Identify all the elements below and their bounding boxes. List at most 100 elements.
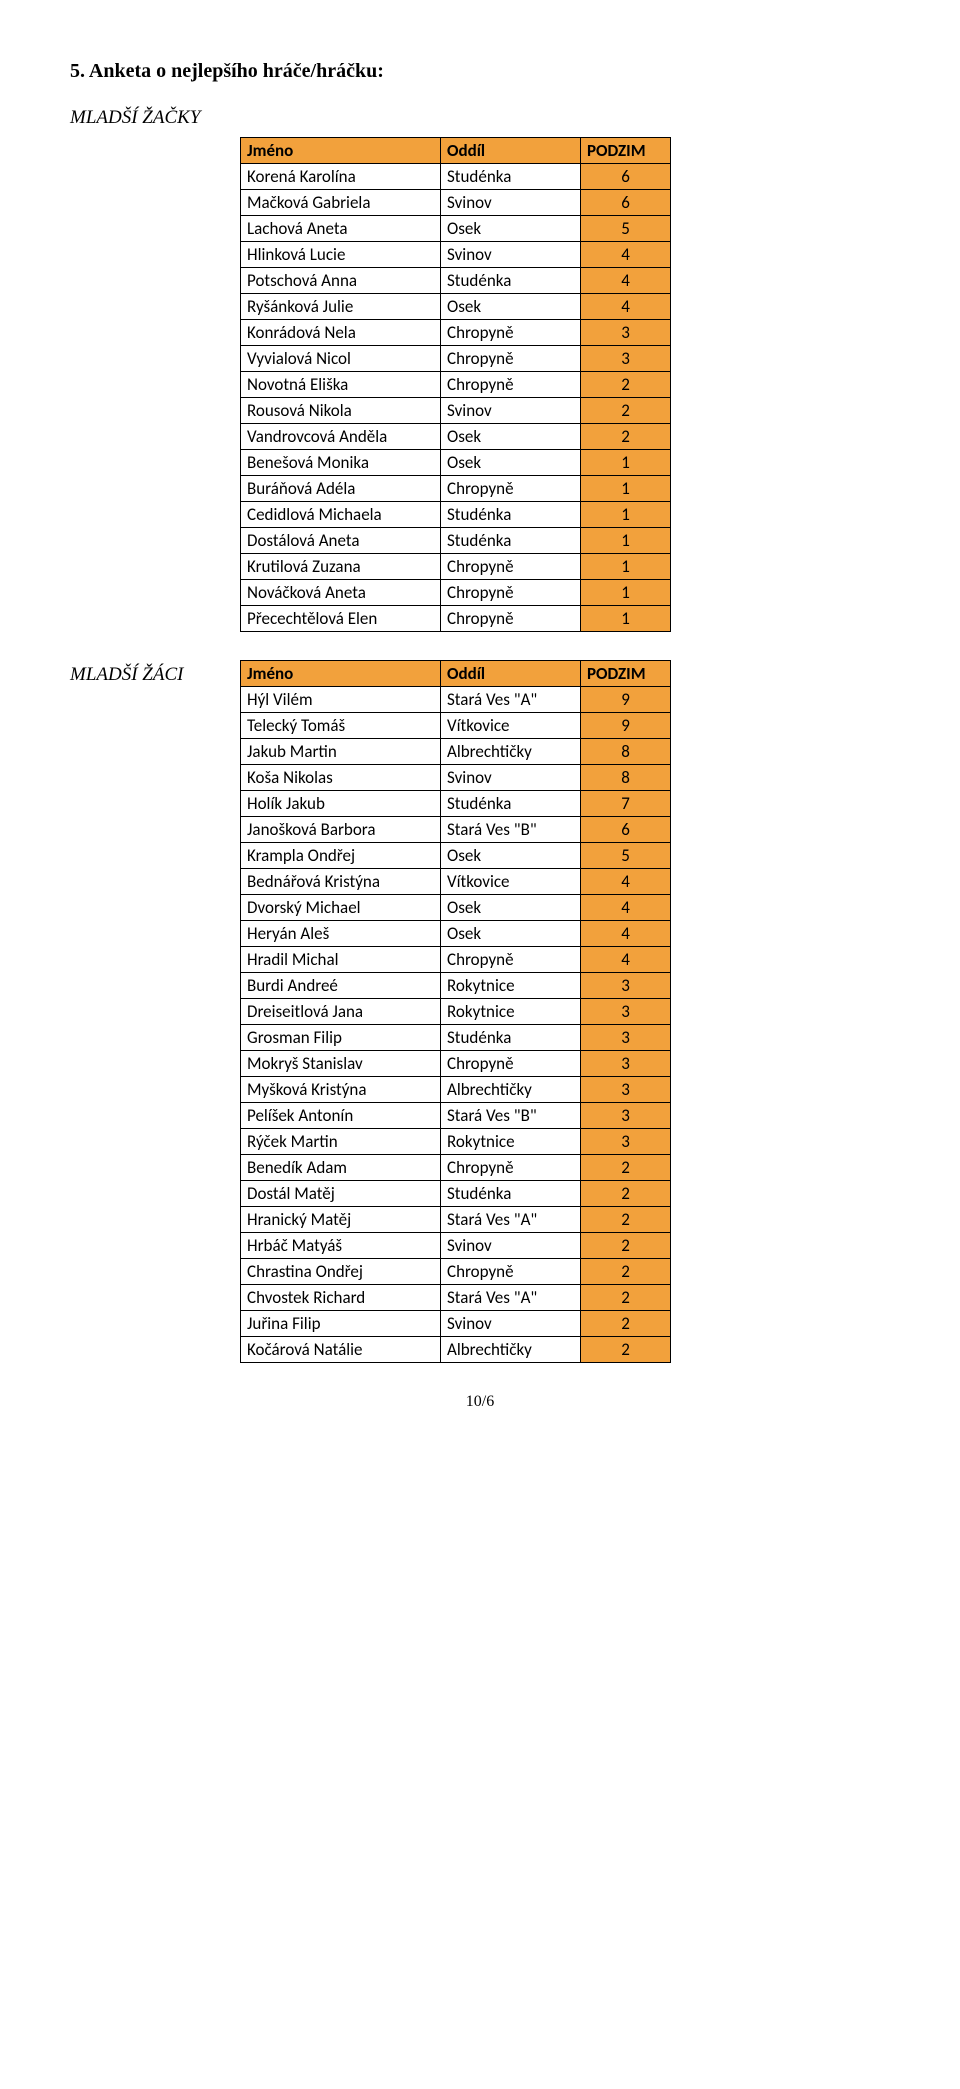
cell-podzim: 3 (581, 1051, 671, 1077)
cell-club: Osek (441, 424, 581, 450)
table-row: Vandrovcová AndělaOsek2 (241, 424, 671, 450)
cell-club: Svinov (441, 398, 581, 424)
cell-name: Dostálová Aneta (241, 528, 441, 554)
cell-club: Studénka (441, 164, 581, 190)
cell-name: Nováčková Aneta (241, 580, 441, 606)
cell-name: Potschová Anna (241, 268, 441, 294)
table1-header-row: Jméno Oddíl PODZIM (241, 138, 671, 164)
table-row: Bednářová KristýnaVítkovice4 (241, 869, 671, 895)
table-row: Heryán AlešOsek4 (241, 921, 671, 947)
cell-name: Novotná Eliška (241, 372, 441, 398)
col-season: PODZIM (581, 661, 671, 687)
table-row: Hrbáč MatyášSvinov2 (241, 1233, 671, 1259)
table-row: Kočárová NatálieAlbrechtičky2 (241, 1337, 671, 1363)
table-row: Přecechtělová ElenChropyně1 (241, 606, 671, 632)
table1: Jméno Oddíl PODZIM Korená KarolínaStudén… (240, 137, 671, 632)
cell-podzim: 7 (581, 791, 671, 817)
table-row: Janošková BarboraStará Ves "B"6 (241, 817, 671, 843)
cell-name: Holík Jakub (241, 791, 441, 817)
table-row: Dostál MatějStudénka2 (241, 1181, 671, 1207)
cell-club: Stará Ves "A" (441, 1207, 581, 1233)
table-row: Chrastina OndřejChropyně2 (241, 1259, 671, 1285)
cell-podzim: 3 (581, 973, 671, 999)
cell-name: Benešová Monika (241, 450, 441, 476)
table-row: Dreiseitlová JanaRokytnice3 (241, 999, 671, 1025)
cell-club: Albrechtičky (441, 1337, 581, 1363)
cell-club: Albrechtičky (441, 739, 581, 765)
cell-name: Vyvialová Nicol (241, 346, 441, 372)
cell-podzim: 2 (581, 1233, 671, 1259)
cell-podzim: 3 (581, 999, 671, 1025)
cell-podzim: 3 (581, 1025, 671, 1051)
table-row: Hradil MichalChropyně4 (241, 947, 671, 973)
table-row: Grosman FilipStudénka3 (241, 1025, 671, 1051)
table-row: Lachová AnetaOsek5 (241, 216, 671, 242)
cell-name: Dvorský Michael (241, 895, 441, 921)
cell-podzim: 3 (581, 346, 671, 372)
cell-club: Chropyně (441, 1155, 581, 1181)
table2-wrap: Jméno Oddíl PODZIM Hýl VilémStará Ves "A… (240, 660, 671, 1363)
col-club: Oddíl (441, 661, 581, 687)
cell-podzim: 4 (581, 921, 671, 947)
page-footer: 10/6 (70, 1393, 890, 1411)
table-row: Rýček MartinRokytnice3 (241, 1129, 671, 1155)
cell-podzim: 4 (581, 895, 671, 921)
cell-podzim: 2 (581, 372, 671, 398)
col-name: Jméno (241, 138, 441, 164)
table-row: Mačková GabrielaSvinov6 (241, 190, 671, 216)
cell-club: Rokytnice (441, 973, 581, 999)
cell-name: Benedík Adam (241, 1155, 441, 1181)
col-season: PODZIM (581, 138, 671, 164)
cell-name: Hradil Michal (241, 947, 441, 973)
cell-name: Dostál Matěj (241, 1181, 441, 1207)
cell-club: Chropyně (441, 580, 581, 606)
cell-club: Stará Ves "B" (441, 1103, 581, 1129)
cell-name: Mačková Gabriela (241, 190, 441, 216)
cell-name: Rýček Martin (241, 1129, 441, 1155)
cell-name: Krampla Ondřej (241, 843, 441, 869)
cell-name: Koša Nikolas (241, 765, 441, 791)
cell-club: Chropyně (441, 320, 581, 346)
table-row: Hlinková LucieSvinov4 (241, 242, 671, 268)
cell-podzim: 2 (581, 1311, 671, 1337)
table-row: Jakub MartinAlbrechtičky8 (241, 739, 671, 765)
cell-podzim: 1 (581, 528, 671, 554)
table-row: Holík JakubStudénka7 (241, 791, 671, 817)
cell-podzim: 6 (581, 164, 671, 190)
cell-name: Chvostek Richard (241, 1285, 441, 1311)
cell-name: Přecechtělová Elen (241, 606, 441, 632)
table-row: Pelíšek AntonínStará Ves "B"3 (241, 1103, 671, 1129)
table-row: Dvorský MichaelOsek4 (241, 895, 671, 921)
table-row: Buráňová AdélaChropyně1 (241, 476, 671, 502)
table-row: Potschová AnnaStudénka4 (241, 268, 671, 294)
cell-podzim: 1 (581, 450, 671, 476)
table-row: Krutilová ZuzanaChropyně1 (241, 554, 671, 580)
cell-podzim: 2 (581, 1207, 671, 1233)
cell-club: Studénka (441, 528, 581, 554)
cell-podzim: 9 (581, 713, 671, 739)
cell-podzim: 3 (581, 1129, 671, 1155)
table-row: Vyvialová NicolChropyně3 (241, 346, 671, 372)
cell-club: Svinov (441, 765, 581, 791)
cell-club: Osek (441, 921, 581, 947)
cell-podzim: 2 (581, 1155, 671, 1181)
group2-label: MLADŠÍ ŽÁCI (70, 660, 240, 686)
cell-club: Studénka (441, 502, 581, 528)
cell-podzim: 1 (581, 554, 671, 580)
cell-club: Svinov (441, 242, 581, 268)
table-row: Chvostek RichardStará Ves "A"2 (241, 1285, 671, 1311)
cell-name: Pelíšek Antonín (241, 1103, 441, 1129)
cell-club: Chropyně (441, 554, 581, 580)
cell-club: Rokytnice (441, 999, 581, 1025)
cell-club: Osek (441, 895, 581, 921)
table-row: Krampla OndřejOsek5 (241, 843, 671, 869)
cell-name: Dreiseitlová Jana (241, 999, 441, 1025)
cell-club: Studénka (441, 1025, 581, 1051)
table2-header-row: Jméno Oddíl PODZIM (241, 661, 671, 687)
cell-name: Ryšánková Julie (241, 294, 441, 320)
cell-podzim: 2 (581, 1285, 671, 1311)
cell-club: Studénka (441, 1181, 581, 1207)
cell-podzim: 3 (581, 1103, 671, 1129)
cell-podzim: 2 (581, 424, 671, 450)
table1-wrap: Jméno Oddíl PODZIM Korená KarolínaStudén… (240, 137, 890, 632)
